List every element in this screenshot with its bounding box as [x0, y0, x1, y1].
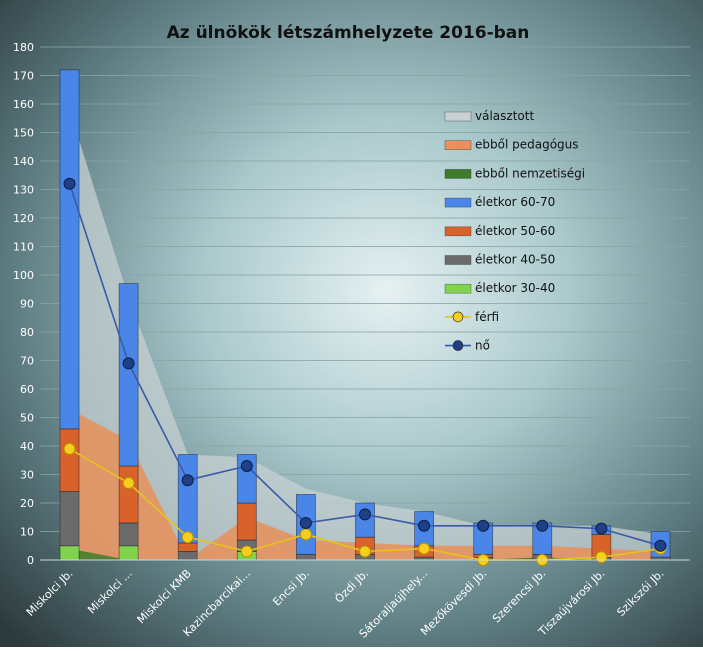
y-tick-label: 180	[13, 41, 34, 54]
bar-segment	[236, 502, 257, 541]
legend-swatch	[444, 111, 472, 122]
line-point	[654, 539, 667, 552]
bar-segment	[296, 553, 316, 561]
line-point	[595, 522, 608, 535]
line-point	[122, 357, 135, 370]
legend-swatch	[444, 283, 472, 294]
line-point	[536, 519, 549, 532]
line-point	[418, 519, 431, 532]
bar-segment	[177, 551, 198, 561]
legend-label: életkor 40-50	[475, 253, 555, 267]
line-point	[122, 477, 135, 490]
y-tick-label: 110	[13, 241, 34, 254]
line-point	[359, 545, 371, 558]
line-point	[240, 545, 253, 558]
line-point	[63, 177, 76, 190]
line-point	[181, 531, 194, 544]
legend-swatch	[444, 255, 472, 265]
legend-label: férfi	[475, 310, 499, 324]
bar-segment	[118, 283, 139, 467]
legend-label: életkor 60-70	[475, 195, 555, 209]
line-point	[595, 551, 608, 564]
bar-segment	[59, 491, 80, 547]
legend-swatch	[444, 197, 472, 208]
y-tick-label: 100	[13, 269, 34, 282]
line-point	[418, 542, 431, 555]
legend-label: ebből pedagógus	[475, 138, 579, 152]
legend-swatch-marker	[452, 311, 464, 323]
legend-swatch	[444, 169, 472, 179]
legend-label: ebből nemzetiségi	[475, 166, 585, 180]
y-tick-label: 20	[20, 497, 34, 510]
line-point	[299, 516, 312, 529]
y-tick-label: 50	[20, 412, 34, 425]
bar-segment	[59, 545, 80, 561]
line-point	[359, 508, 371, 521]
y-tick-label: 30	[20, 469, 34, 482]
line-point	[63, 442, 76, 455]
y-tick-label: 40	[20, 440, 34, 453]
legend-label: életkor 50-60	[475, 224, 555, 238]
bar-segment	[118, 522, 139, 547]
bar-segment	[59, 428, 80, 492]
y-tick-label: 160	[13, 98, 34, 111]
legend-label: életkor 30-40	[475, 281, 555, 295]
line-series	[63, 177, 667, 566]
legend: választott ebből pedagógus ebből nemzetisé…	[444, 109, 585, 353]
bar-segment	[59, 69, 80, 430]
line-point	[240, 459, 253, 472]
y-tick-label: 70	[20, 355, 34, 368]
y-tick-label: 170	[13, 70, 34, 83]
y-tick-label: 140	[13, 155, 34, 168]
y-tick-label: 0	[27, 554, 34, 567]
y-tick-label: 120	[13, 212, 34, 225]
y-tick-label: 150	[13, 127, 34, 140]
y-tick-label: 60	[20, 383, 34, 396]
legend-swatch	[444, 140, 472, 150]
line-point	[299, 528, 312, 541]
y-tick-label: 80	[20, 326, 34, 339]
line-point	[477, 519, 490, 532]
legend-swatch	[444, 226, 472, 237]
legend-swatch-marker	[452, 340, 464, 351]
line-point	[181, 474, 194, 487]
y-tick-label: 130	[13, 184, 34, 197]
bar-segment	[118, 545, 139, 561]
chart-title: Az ülnökök létszámhelyzete 2016-ban	[167, 23, 530, 43]
y-tick-label: 90	[20, 298, 34, 311]
bar-segment	[177, 542, 198, 552]
bar-segment	[118, 465, 139, 524]
legend-label: választott	[475, 109, 534, 123]
legend-label: nő	[475, 339, 490, 353]
y-tick-label: 10	[20, 526, 34, 539]
